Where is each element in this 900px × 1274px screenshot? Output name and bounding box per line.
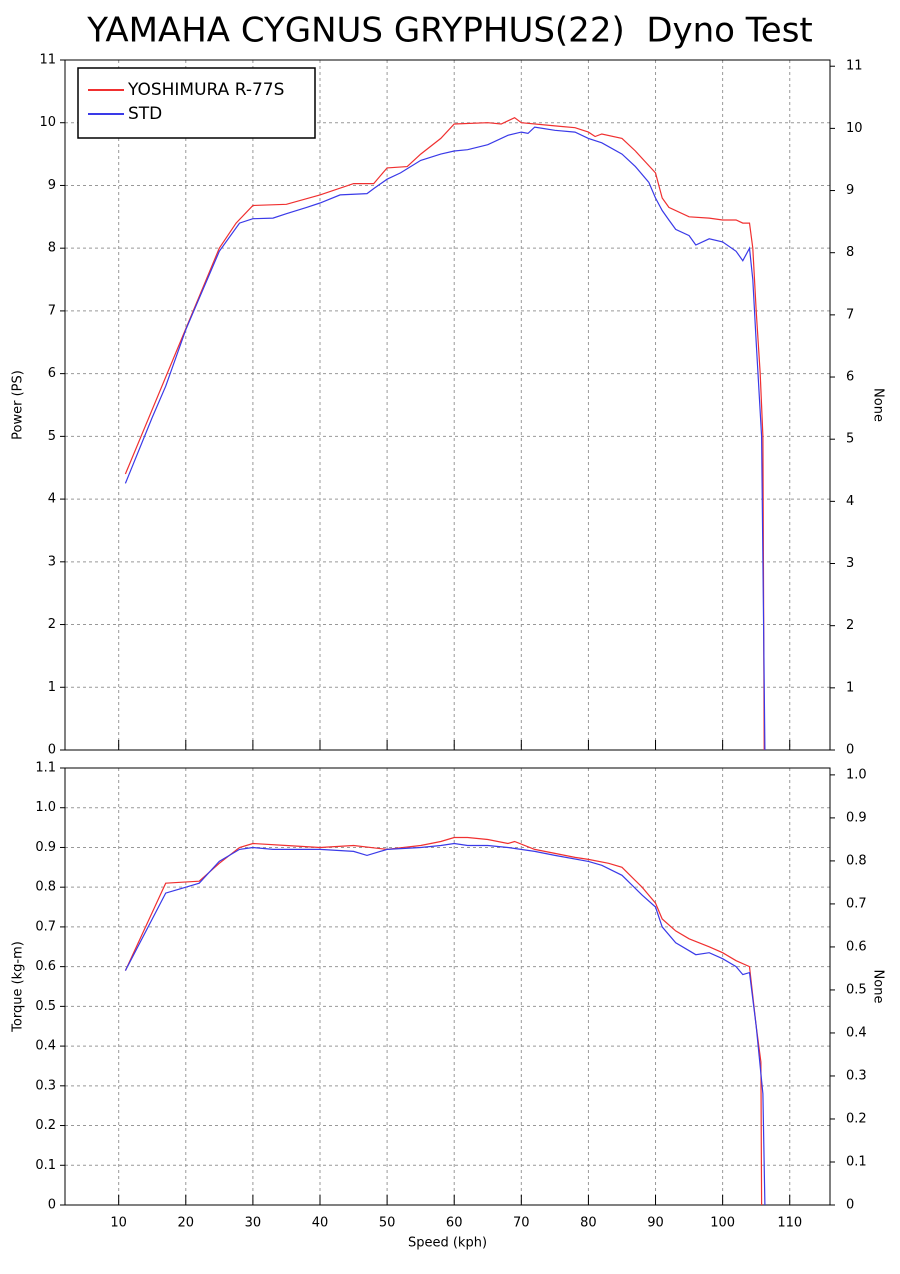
y2-tick-label: 0.7 — [846, 896, 867, 911]
x-tick-label: 10 — [110, 1216, 127, 1231]
y-tick-label: 0.9 — [35, 840, 56, 855]
y2-tick-label: 0.4 — [846, 1025, 867, 1040]
y-tick-label: 0.1 — [35, 1158, 56, 1173]
y-tick-label: 0.3 — [35, 1078, 56, 1093]
y-tick-label: 1.1 — [35, 761, 56, 776]
legend-label: STD — [128, 104, 162, 124]
series-line — [124, 836, 763, 1206]
plot-area — [65, 60, 830, 750]
chart-title: YAMAHA CYGNUS GRYPHUS(22) Dyno Test — [86, 11, 813, 51]
y2-tick-label: 0.3 — [846, 1068, 867, 1083]
y2-tick-label: 3 — [846, 556, 854, 571]
y2-tick-label: 0.1 — [846, 1154, 867, 1169]
y-tick-label: 1 — [48, 680, 56, 695]
y-tick-label: 11 — [39, 53, 56, 68]
x-tick-label: 90 — [647, 1216, 664, 1231]
y2-tick-label: 0.2 — [846, 1111, 867, 1126]
y-tick-label: 6 — [48, 366, 56, 381]
y-tick-label: 0.7 — [35, 919, 56, 934]
y-tick-label: 0.8 — [35, 880, 56, 895]
y2-axis-label: None — [871, 970, 886, 1004]
x-tick-label: 100 — [710, 1216, 735, 1231]
y2-tick-label: 0 — [846, 743, 854, 758]
y-axis-label: Torque (kg-m) — [11, 941, 26, 1033]
y-tick-label: 3 — [48, 554, 56, 569]
series-line — [124, 126, 766, 751]
y2-tick-label: 7 — [846, 307, 854, 322]
x-tick-label: 80 — [580, 1216, 597, 1231]
y2-tick-label: 0.6 — [846, 939, 867, 954]
y2-tick-label: 5 — [846, 432, 854, 447]
y2-tick-label: 0.5 — [846, 982, 867, 997]
y-tick-label: 10 — [39, 115, 56, 130]
y2-tick-label: 4 — [846, 494, 854, 509]
series-line — [124, 117, 765, 751]
y2-tick-label: 1 — [846, 680, 854, 695]
y2-tick-label: 10 — [846, 121, 863, 136]
plot-frame — [64, 59, 831, 751]
y-tick-label: 4 — [48, 492, 56, 507]
x-tick-label: 60 — [446, 1216, 463, 1231]
y2-tick-label: 8 — [846, 245, 854, 260]
x-tick-label: 50 — [379, 1216, 396, 1231]
y-tick-label: 9 — [48, 178, 56, 193]
y-tick-label: 7 — [48, 303, 56, 318]
y-tick-label: 0.5 — [35, 999, 56, 1014]
y-tick-label: 0.6 — [35, 959, 56, 974]
y2-tick-label: 1.0 — [846, 767, 867, 782]
x-tick-label: 110 — [777, 1216, 802, 1231]
y2-tick-label: 11 — [846, 59, 863, 74]
x-tick-label: 30 — [245, 1216, 262, 1231]
y2-axis-label: None — [871, 388, 886, 422]
y2-tick-label: 6 — [846, 370, 854, 385]
series-line — [124, 842, 766, 1206]
x-tick-label: 40 — [312, 1216, 329, 1231]
x-tick-label: 70 — [513, 1216, 530, 1231]
y-tick-label: 1.0 — [35, 800, 56, 815]
y-tick-label: 2 — [48, 617, 56, 632]
y2-tick-label: 2 — [846, 618, 854, 633]
y2-tick-label: 0 — [846, 1198, 854, 1213]
y-tick-label: 5 — [48, 429, 56, 444]
x-tick-label: 20 — [178, 1216, 195, 1231]
x-axis-label: Speed (kph) — [408, 1236, 487, 1251]
y-tick-label: 0 — [48, 1198, 56, 1213]
y2-tick-label: 9 — [846, 183, 854, 198]
y-tick-label: 0 — [48, 743, 56, 758]
plot-area — [65, 768, 830, 1205]
y-tick-label: 0.4 — [35, 1039, 56, 1054]
y-tick-label: 8 — [48, 241, 56, 256]
legend-label: YOSHIMURA R-77S — [127, 80, 284, 100]
y2-tick-label: 0.8 — [846, 853, 867, 868]
y2-tick-label: 0.9 — [846, 810, 867, 825]
legend-box — [77, 67, 316, 139]
y-axis-label: Power (PS) — [11, 370, 26, 440]
plot-frame — [64, 767, 831, 1206]
y-tick-label: 0.2 — [35, 1118, 56, 1133]
